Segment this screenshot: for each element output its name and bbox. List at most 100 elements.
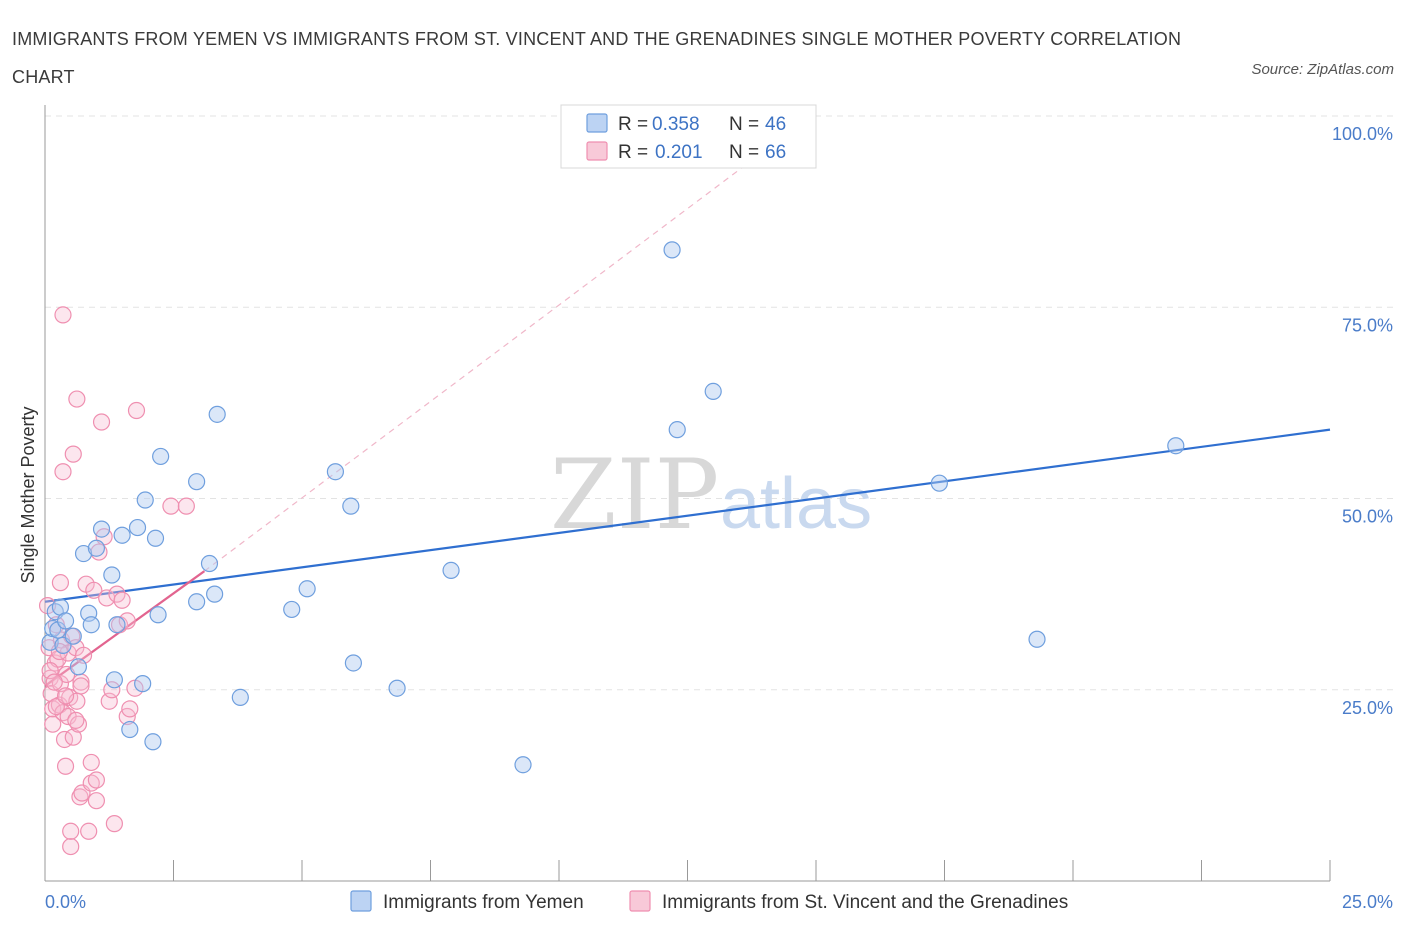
point-yemen-30 [208, 405, 226, 423]
point-yemen-26 [188, 473, 206, 491]
data-points [38, 241, 1185, 856]
point-stvincent-64 [67, 711, 85, 729]
point-stvincent-47 [103, 681, 121, 699]
point-yemen-43 [930, 474, 948, 492]
x-tick-label-1: 25.0% [1342, 892, 1393, 912]
point-stvincent-5 [44, 715, 62, 733]
point-stvincent-15 [54, 306, 72, 324]
trend-line-yemen [44, 428, 1331, 603]
point-stvincent-41 [87, 771, 106, 789]
point-stvincent-38 [82, 774, 100, 792]
point-yemen-7 [64, 627, 82, 645]
point-stvincent-14 [54, 463, 72, 481]
point-yemen-24 [149, 606, 167, 624]
point-yemen-6 [56, 612, 75, 630]
y-axis-label: Single Mother Poverty [18, 406, 38, 583]
point-stvincent-51 [113, 591, 131, 609]
point-yemen-17 [113, 526, 131, 544]
point-yemen-16 [108, 616, 126, 634]
watermark-atlas: atlas [720, 464, 872, 544]
point-stvincent-63 [56, 687, 75, 705]
point-yemen-35 [342, 497, 360, 515]
legend-r-label-1: R = [618, 114, 648, 135]
point-yemen-12 [87, 539, 106, 557]
point-yemen-22 [144, 733, 162, 751]
point-yemen-27 [188, 593, 206, 611]
watermark-zip: ZIP [550, 439, 719, 551]
point-stvincent-52 [118, 612, 136, 630]
point-yemen-8 [69, 658, 88, 676]
y-tick-label-0: 25.0% [1342, 698, 1393, 718]
point-stvincent-11 [51, 574, 70, 592]
legend-n-label-1: N = [729, 114, 759, 135]
bottom-legend-swatch-stvincent [629, 890, 651, 912]
point-stvincent-56 [127, 401, 146, 420]
point-stvincent-1 [40, 639, 58, 657]
x-tick-label-0: 0.0% [45, 892, 86, 912]
point-yemen-38 [442, 561, 460, 580]
point-stvincent-54 [121, 700, 139, 718]
point-yemen-39 [514, 756, 532, 774]
point-yemen-21 [136, 491, 154, 509]
point-yemen-33 [298, 580, 316, 598]
tick-labels: 25.0% 50.0% 75.0% 100.0% 0.0% 25.0% [45, 124, 1393, 912]
point-stvincent-48 [105, 815, 123, 833]
legend-box: R = 0.358 N = 46 R = 0.201 N = 66 [560, 104, 817, 169]
point-yemen-9 [74, 544, 93, 563]
point-stvincent-40 [87, 792, 106, 810]
point-stvincent-60 [45, 673, 63, 691]
point-yemen-19 [128, 518, 147, 537]
y-tick-label-2: 75.0% [1342, 315, 1393, 335]
point-yemen-37 [388, 679, 406, 697]
point-stvincent-58 [177, 497, 195, 515]
point-stvincent-36 [80, 822, 98, 840]
point-yemen-42 [704, 382, 722, 400]
point-yemen-18 [121, 720, 139, 739]
point-yemen-28 [200, 554, 219, 573]
point-yemen-13 [92, 520, 111, 538]
point-yemen-40 [663, 241, 681, 259]
point-yemen-25 [152, 447, 170, 466]
legend-r-value-1: 0.358 [652, 114, 700, 135]
point-yemen-41 [668, 421, 686, 439]
point-stvincent-22 [62, 837, 80, 856]
axes [44, 105, 1331, 882]
point-yemen-29 [206, 585, 224, 603]
chart-title: IMMIGRANTS FROM YEMEN VS IMMIGRANTS FROM… [12, 29, 1182, 87]
point-yemen-20 [134, 675, 152, 693]
point-stvincent-25 [64, 728, 82, 746]
bottom-legend-label-stvincent: Immigrants from St. Vincent and the Gren… [662, 892, 1068, 913]
point-yemen-23 [146, 529, 165, 547]
point-stvincent-23 [62, 822, 80, 840]
y-tick-label-3: 100.0% [1332, 124, 1393, 144]
point-stvincent-29 [68, 390, 86, 408]
legend-swatch-yemen [586, 113, 608, 133]
legend-r-value-2: 0.201 [655, 142, 703, 163]
legend-n-label-2: N = [729, 142, 759, 163]
point-stvincent-17 [56, 757, 75, 775]
chart-source: Source: ZipAtlas.com [1251, 61, 1394, 78]
point-stvincent-43 [92, 413, 111, 431]
point-yemen-15 [105, 671, 123, 689]
legend-r-label-2: R = [618, 142, 648, 163]
point-stvincent-39 [85, 581, 103, 599]
point-yemen-0 [41, 633, 59, 651]
trend-lines [44, 111, 1331, 687]
point-stvincent-37 [82, 753, 100, 772]
point-stvincent-57 [162, 497, 180, 515]
point-yemen-45 [1167, 437, 1185, 455]
point-yemen-34 [326, 463, 345, 481]
point-stvincent-26 [64, 445, 82, 463]
bottom-legend-label-yemen: Immigrants from Yemen [383, 892, 584, 913]
legend-swatch-stvincent [586, 141, 608, 161]
bottom-legend: Immigrants from Yemen Immigrants from St… [350, 890, 1068, 913]
gridlines [45, 115, 1395, 691]
legend-n-value-1: 46 [765, 114, 786, 135]
point-yemen-31 [231, 688, 249, 707]
point-yemen-32 [283, 600, 301, 619]
legend-n-value-2: 66 [765, 142, 786, 163]
point-yemen-36 [344, 654, 362, 672]
point-yemen-11 [82, 616, 100, 634]
point-yemen-44 [1028, 630, 1046, 648]
